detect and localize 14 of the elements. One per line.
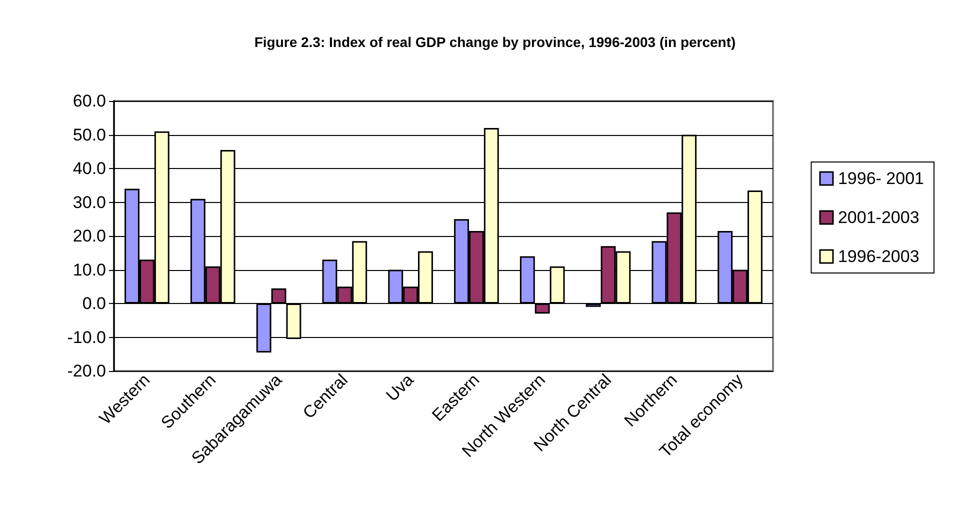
x-tick-label: Uva	[382, 370, 418, 406]
y-tick-label: -20.0	[67, 362, 106, 380]
legend-label: 2001-2003	[838, 208, 920, 227]
chart-title: Figure 2.3: Index of real GDP change by province, 1996-2003 (in percent)	[254, 34, 736, 50]
legend-label: 1996-2003	[838, 247, 920, 266]
y-tick-label: 40.0	[72, 159, 106, 178]
y-tick-label: 20.0	[72, 226, 106, 246]
legend-label: 1996- 2001	[838, 169, 924, 188]
y-tick-label: 30.0	[72, 192, 106, 212]
y-tick-label: -10.0	[67, 328, 106, 347]
y-tick-label: 60.0	[72, 92, 106, 110]
y-tick-label: 50.0	[72, 125, 106, 144]
y-tick-label: 10.0	[72, 260, 106, 280]
y-tick-label: 0.0	[82, 294, 106, 313]
